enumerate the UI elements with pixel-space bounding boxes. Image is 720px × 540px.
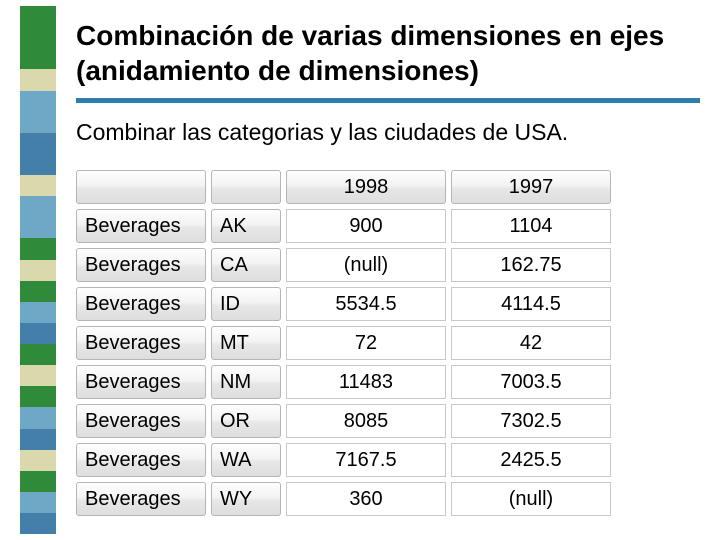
data-cell: 7003.5 [451,365,611,399]
data-table: 1998 1997 BeveragesAK9001104BeveragesCA(… [76,170,700,516]
table-row: BeveragesWA7167.52425.5 [76,443,700,477]
page-title: Combinación de varias dimensiones en eje… [76,18,700,98]
row-header-category[interactable]: Beverages [76,248,206,282]
data-cell: 8085 [286,404,446,438]
column-header-1997[interactable]: 1997 [451,170,611,204]
table-row: BeveragesNM114837003.5 [76,365,700,399]
data-cell: 1104 [451,209,611,243]
table-row: BeveragesAK9001104 [76,209,700,243]
table-row: BeveragesWY360(null) [76,482,700,516]
data-cell: (null) [451,482,611,516]
row-header-category[interactable]: Beverages [76,326,206,360]
data-cell: 360 [286,482,446,516]
data-cell: (null) [286,248,446,282]
table-row: BeveragesOR80857302.5 [76,404,700,438]
decorative-sidebar [20,6,56,534]
data-cell: 162.75 [451,248,611,282]
data-cell: 2425.5 [451,443,611,477]
column-header-1998[interactable]: 1998 [286,170,446,204]
data-cell: 7302.5 [451,404,611,438]
table-row: BeveragesMT7242 [76,326,700,360]
row-header-state[interactable]: OR [211,404,281,438]
row-header-category[interactable]: Beverages [76,209,206,243]
table-header-row: 1998 1997 [76,170,700,204]
row-header-state[interactable]: AK [211,209,281,243]
data-cell: 11483 [286,365,446,399]
table-row: BeveragesID5534.54114.5 [76,287,700,321]
data-cell: 72 [286,326,446,360]
data-cell: 4114.5 [451,287,611,321]
data-cell: 900 [286,209,446,243]
corner-header-1[interactable] [76,170,206,204]
table-row: BeveragesCA(null)162.75 [76,248,700,282]
row-header-state[interactable]: WA [211,443,281,477]
title-rule [76,98,700,103]
row-header-category[interactable]: Beverages [76,443,206,477]
page-subtitle: Combinar las categorias y las ciudades d… [76,119,700,146]
row-header-category[interactable]: Beverages [76,365,206,399]
row-header-category[interactable]: Beverages [76,404,206,438]
corner-header-2[interactable] [211,170,281,204]
row-header-state[interactable]: MT [211,326,281,360]
row-header-state[interactable]: NM [211,365,281,399]
row-header-category[interactable]: Beverages [76,287,206,321]
data-cell: 7167.5 [286,443,446,477]
row-header-category[interactable]: Beverages [76,482,206,516]
row-header-state[interactable]: ID [211,287,281,321]
data-cell: 42 [451,326,611,360]
row-header-state[interactable]: WY [211,482,281,516]
row-header-state[interactable]: CA [211,248,281,282]
slide-content: Combinación de varias dimensiones en eje… [76,18,700,516]
data-cell: 5534.5 [286,287,446,321]
